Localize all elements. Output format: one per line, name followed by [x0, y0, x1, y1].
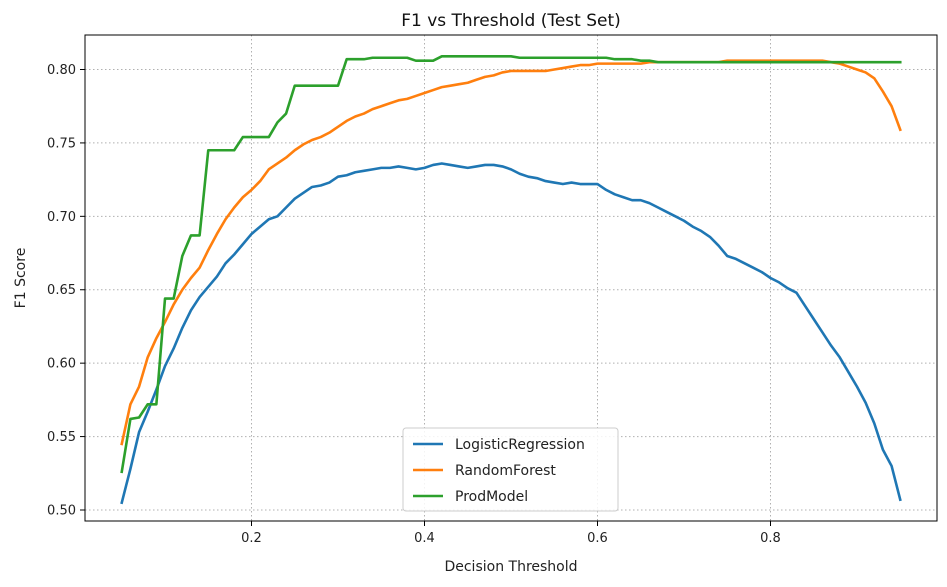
- y-tick-label: 0.50: [47, 503, 76, 518]
- series-line-logistic-regression: [120, 162, 902, 505]
- y-tick-label: 0.55: [47, 430, 76, 445]
- y-tick-label: 0.65: [47, 283, 76, 298]
- x-tick-label: 0.2: [241, 531, 262, 546]
- x-tick-label: 0.6: [587, 531, 608, 546]
- y-axis-title: F1 Score: [13, 248, 29, 309]
- legend-label-random-forest: RandomForest: [455, 463, 556, 479]
- chart-title: F1 vs Threshold (Test Set): [401, 11, 621, 31]
- y-tick-label: 0.80: [47, 63, 76, 78]
- x-tick-label: 0.4: [414, 531, 435, 546]
- plot-area-frame: [84, 34, 938, 522]
- series-lines: [120, 54, 902, 505]
- x-axis-title: Decision Threshold: [444, 559, 577, 575]
- legend-label-logistic-regression: LogisticRegression: [455, 437, 585, 453]
- legend-label-prod-model: ProdModel: [455, 489, 528, 505]
- series-line-prod-model: [120, 54, 902, 474]
- legend: LogisticRegression RandomForest ProdModel: [402, 427, 619, 512]
- axis-ticks: 0.2 0.4 0.6 0.8 0.50 0.55 0.60 0.65 0.70 0.75 0.80: [47, 63, 781, 546]
- y-tick-label: 0.70: [47, 210, 76, 225]
- y-tick-label: 0.60: [47, 357, 76, 372]
- x-tick-label: 0.8: [760, 531, 781, 546]
- legend-box: [402, 427, 619, 512]
- y-tick-label: 0.75: [47, 136, 76, 151]
- series-line-random-forest: [120, 59, 902, 446]
